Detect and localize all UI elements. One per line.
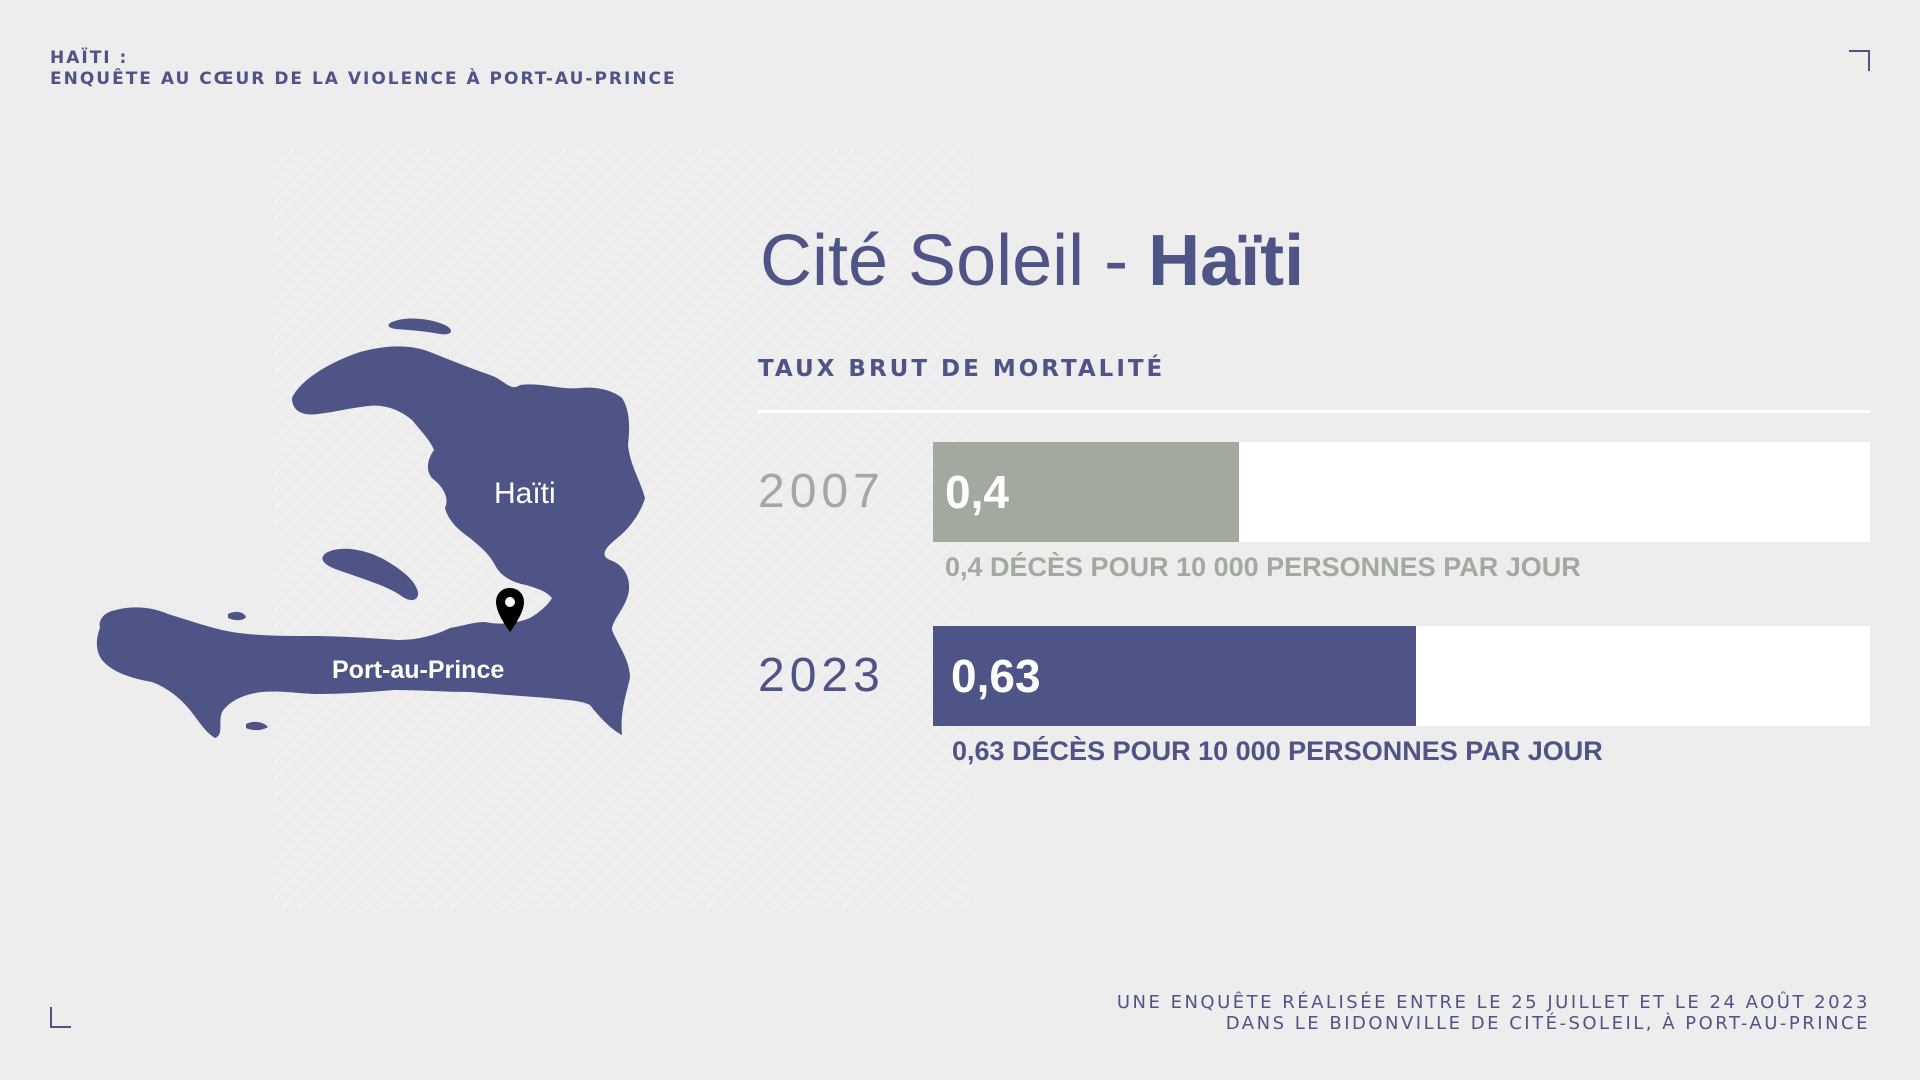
chart-title: TAUX BRUT DE MORTALITÉ — [758, 356, 1166, 382]
bar-value-label: 0,4 — [945, 466, 1009, 518]
bar-category-label: 2023 — [758, 649, 885, 702]
corner-mark-bottom-left — [50, 1007, 71, 1028]
bar-caption: 0,4 DÉCÈS POUR 10 000 PERSONNES PAR JOUR — [945, 552, 1581, 582]
header-subtitle: ENQUÊTE AU CŒUR DE LA VIOLENCE À PORT-AU… — [50, 69, 677, 89]
report-header: HAÏTI : ENQUÊTE AU CŒUR DE LA VIOLENCE À… — [50, 48, 677, 90]
page-title: Cité Soleil - Haïti — [760, 220, 1304, 302]
bar-track: 0,63 — [933, 626, 1870, 726]
bar-value-label: 0,63 — [951, 650, 1041, 702]
corner-mark-top-right — [1849, 50, 1870, 71]
footer-line-1: UNE ENQUÊTE RÉALISÉE ENTRE LE 25 JUILLET… — [1116, 992, 1870, 1013]
map-label-port-au-prince: Port-au-Prince — [332, 656, 505, 684]
title-light: Cité Soleil - — [760, 221, 1149, 301]
title-bold: Haïti — [1148, 221, 1305, 301]
divider-line — [758, 410, 1870, 413]
footer-line-2: DANS LE BIDONVILLE DE CITÉ-SOLEIL, À POR… — [1225, 1013, 1870, 1034]
header-country: HAÏTI : — [50, 48, 129, 68]
bar — [933, 626, 1416, 726]
report-footer: UNE ENQUÊTE RÉALISÉE ENTRE LE 25 JUILLET… — [1117, 992, 1870, 1034]
bar-category-label: 2007 — [758, 465, 885, 518]
bar-caption: 0,63 DÉCÈS POUR 10 000 PERSONNES PAR JOU… — [952, 736, 1603, 766]
bar — [933, 442, 1240, 542]
small-island — [228, 611, 246, 621]
small-island — [246, 721, 268, 731]
bar-track: 0,4 — [933, 442, 1870, 542]
map-label-haiti: Haïti — [494, 477, 556, 510]
